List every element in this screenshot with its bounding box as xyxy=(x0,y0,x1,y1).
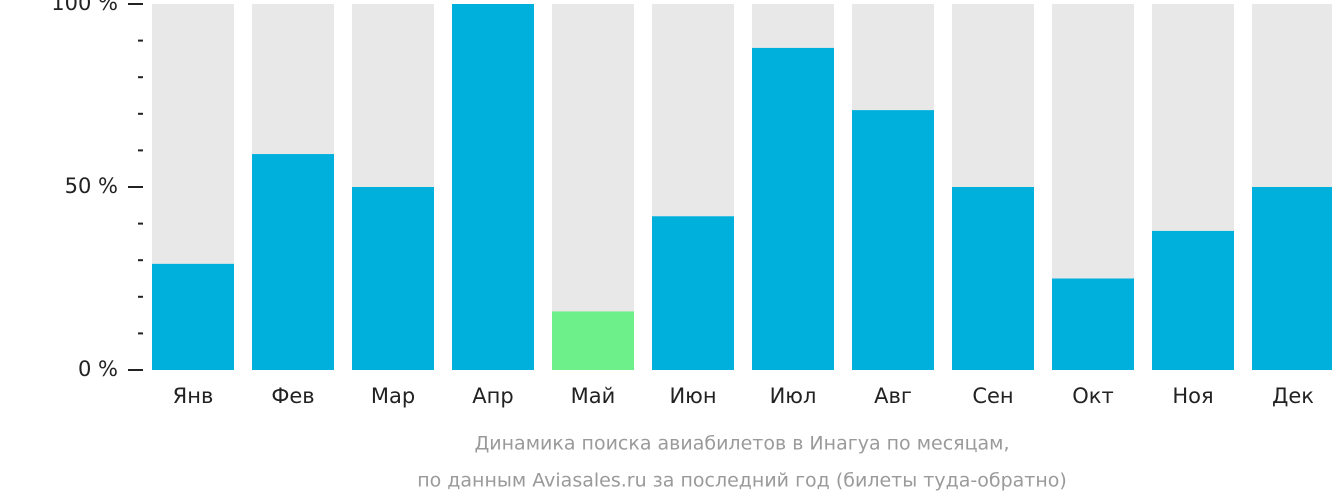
bar xyxy=(352,187,434,370)
x-tick-label: Июл xyxy=(770,384,817,408)
x-tick-label: Авг xyxy=(874,384,912,408)
chart-subtitle: по данным Aviasales.ru за последний год … xyxy=(417,470,1067,492)
bar xyxy=(1152,230,1234,370)
x-tick-label: Фев xyxy=(271,384,314,408)
bar xyxy=(452,4,534,370)
x-tick-label: Июн xyxy=(669,384,716,408)
x-tick-label: Мар xyxy=(371,384,415,408)
x-tick-label: Окт xyxy=(1072,384,1113,408)
y-tick-label: 50 % xyxy=(65,174,118,198)
chart-title: Динамика поиска авиабилетов в Инагуа по … xyxy=(474,433,1009,455)
x-tick-label: Янв xyxy=(173,384,214,408)
bar xyxy=(152,263,234,370)
bar xyxy=(1052,278,1134,370)
y-tick-label: 100 % xyxy=(51,0,118,15)
bar xyxy=(652,216,734,370)
bar xyxy=(552,311,634,370)
bar xyxy=(1252,187,1332,370)
x-tick-label: Ноя xyxy=(1172,384,1213,408)
x-tick-label: Апр xyxy=(472,384,513,408)
bar xyxy=(252,154,334,370)
y-tick-label: 0 % xyxy=(78,357,118,381)
bar xyxy=(852,110,934,370)
x-tick-label: Дек xyxy=(1272,384,1314,408)
x-tick-label: Май xyxy=(571,384,616,408)
bar xyxy=(752,47,834,371)
bar xyxy=(952,187,1034,370)
bar-background xyxy=(552,4,634,370)
x-tick-label: Сен xyxy=(972,384,1013,408)
